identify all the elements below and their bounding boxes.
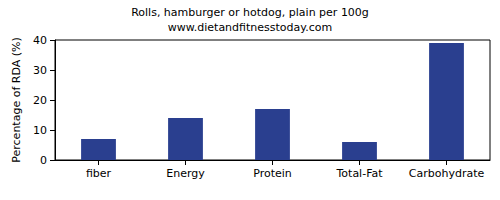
svg-text:Percentage of RDA (%): Percentage of RDA (%): [10, 37, 23, 162]
svg-text:40: 40: [33, 34, 47, 47]
svg-text:Protein: Protein: [253, 167, 292, 180]
svg-text:Rolls, hamburger or hotdog, pl: Rolls, hamburger or hotdog, plain per 10…: [131, 6, 369, 19]
svg-text:20: 20: [33, 94, 47, 107]
svg-text:www.dietandfitnesstoday.com: www.dietandfitnesstoday.com: [168, 21, 332, 34]
svg-text:30: 30: [33, 64, 47, 77]
svg-text:10: 10: [33, 124, 47, 137]
svg-text:Total-Fat: Total-Fat: [335, 167, 383, 180]
svg-text:Carbohydrate: Carbohydrate: [409, 167, 485, 180]
svg-text:Energy: Energy: [166, 167, 205, 180]
svg-text:0: 0: [40, 154, 47, 167]
svg-text:fiber: fiber: [86, 167, 112, 180]
